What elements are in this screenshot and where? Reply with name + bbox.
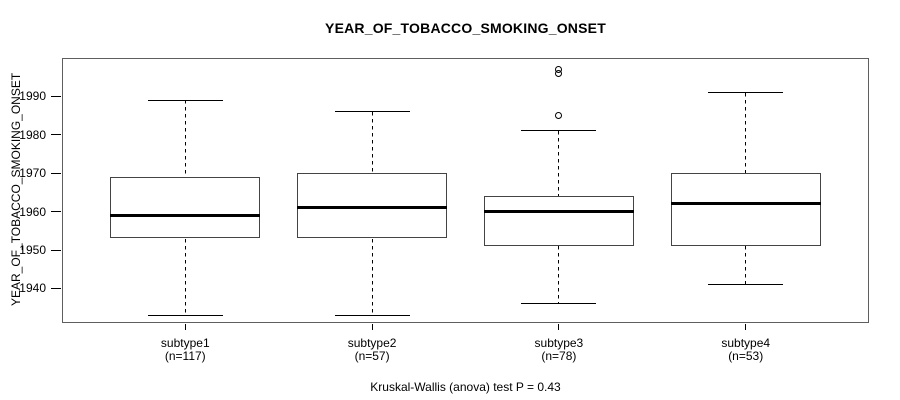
y-axis-title: YEAR_OF_TOBACCO_SMOKING_ONSET	[9, 72, 23, 306]
category-count-label: (n=53)	[728, 349, 764, 363]
whisker-cap-upper	[334, 111, 410, 113]
box-subtype4	[670, 173, 821, 247]
y-tick-label: 1980	[19, 127, 46, 142]
y-tick	[51, 211, 61, 213]
y-tick	[51, 172, 61, 174]
category-label: subtype4	[721, 336, 771, 350]
y-tick-label: 1970	[19, 166, 46, 181]
whisker-cap-lower	[708, 284, 784, 286]
x-tick-label: subtype1 (n=117)	[110, 337, 260, 363]
outlier-point	[555, 66, 563, 74]
whisker-upper	[745, 92, 747, 174]
y-tick	[51, 249, 61, 251]
whisker-cap-upper	[521, 130, 597, 132]
whisker-upper	[184, 100, 186, 178]
y-tick	[51, 95, 61, 97]
median-line	[483, 210, 634, 214]
whisker-lower	[558, 246, 560, 304]
category-count-label: (n=117)	[164, 349, 206, 363]
y-tick	[51, 134, 61, 136]
outlier-point	[555, 112, 563, 120]
stat-test-caption: Kruskal-Wallis (anova) test P = 0.43	[370, 380, 561, 394]
y-tick-label: 1990	[19, 89, 46, 104]
whisker-cap-lower	[334, 314, 410, 316]
category-count-label: (n=57)	[354, 349, 390, 363]
category-label: subtype1	[160, 336, 210, 350]
y-tick-label: 1950	[19, 243, 46, 258]
y-tick	[51, 287, 61, 289]
y-tick-label: 1960	[19, 204, 46, 219]
y-tick-label: 1940	[19, 281, 46, 296]
whisker-lower	[745, 246, 747, 285]
median-line	[670, 202, 821, 206]
x-tick-label: subtype3 (n=78)	[484, 337, 634, 363]
category-count-label: (n=78)	[541, 349, 577, 363]
whisker-cap-lower	[521, 303, 597, 305]
box-subtype3	[483, 196, 634, 247]
whisker-cap-upper	[147, 99, 223, 101]
box-subtype2	[297, 173, 448, 239]
whisker-cap-upper	[708, 92, 784, 94]
median-line	[110, 213, 261, 217]
x-tick	[184, 324, 186, 330]
whisker-upper	[558, 130, 560, 197]
x-tick	[558, 324, 560, 330]
x-tick-label: subtype4 (n=53)	[671, 337, 821, 363]
whisker-cap-lower	[147, 314, 223, 316]
whisker-lower	[184, 238, 186, 316]
whisker-lower	[371, 238, 373, 316]
category-label: subtype3	[534, 336, 584, 350]
median-line	[297, 206, 448, 210]
whisker-upper	[371, 111, 373, 174]
chart-title: YEAR_OF_TOBACCO_SMOKING_ONSET	[325, 20, 606, 36]
box-subtype1	[110, 177, 261, 239]
x-tick	[371, 324, 373, 330]
category-label: subtype2	[347, 336, 397, 350]
x-tick	[745, 324, 747, 330]
x-tick-label: subtype2 (n=57)	[297, 337, 447, 363]
